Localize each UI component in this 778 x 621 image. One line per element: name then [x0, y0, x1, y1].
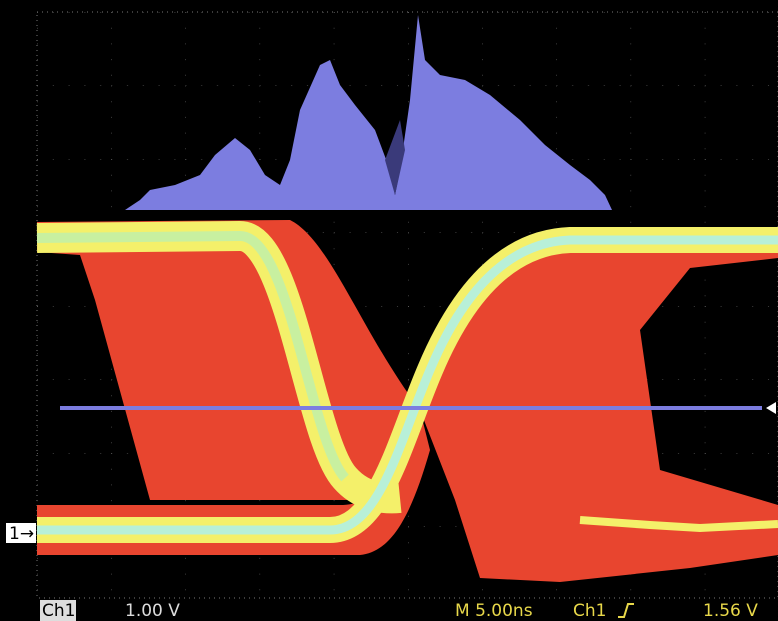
page: {"status_bar": {"channel": "Ch1", "volts…	[0, 0, 778, 621]
channel-label: Ch1	[42, 601, 75, 621]
trigger-channel: Ch1	[573, 601, 606, 621]
channel-marker: 1→	[9, 524, 34, 544]
trigger-level: 1.56 V	[703, 601, 758, 621]
volts-per-div: 1.00 V	[125, 601, 180, 621]
oscilloscope-screen: 1→ Ch1 1.00 V M 5.00ns Ch1 1.56 V	[0, 0, 778, 621]
timebase: M 5.00ns	[455, 601, 533, 621]
